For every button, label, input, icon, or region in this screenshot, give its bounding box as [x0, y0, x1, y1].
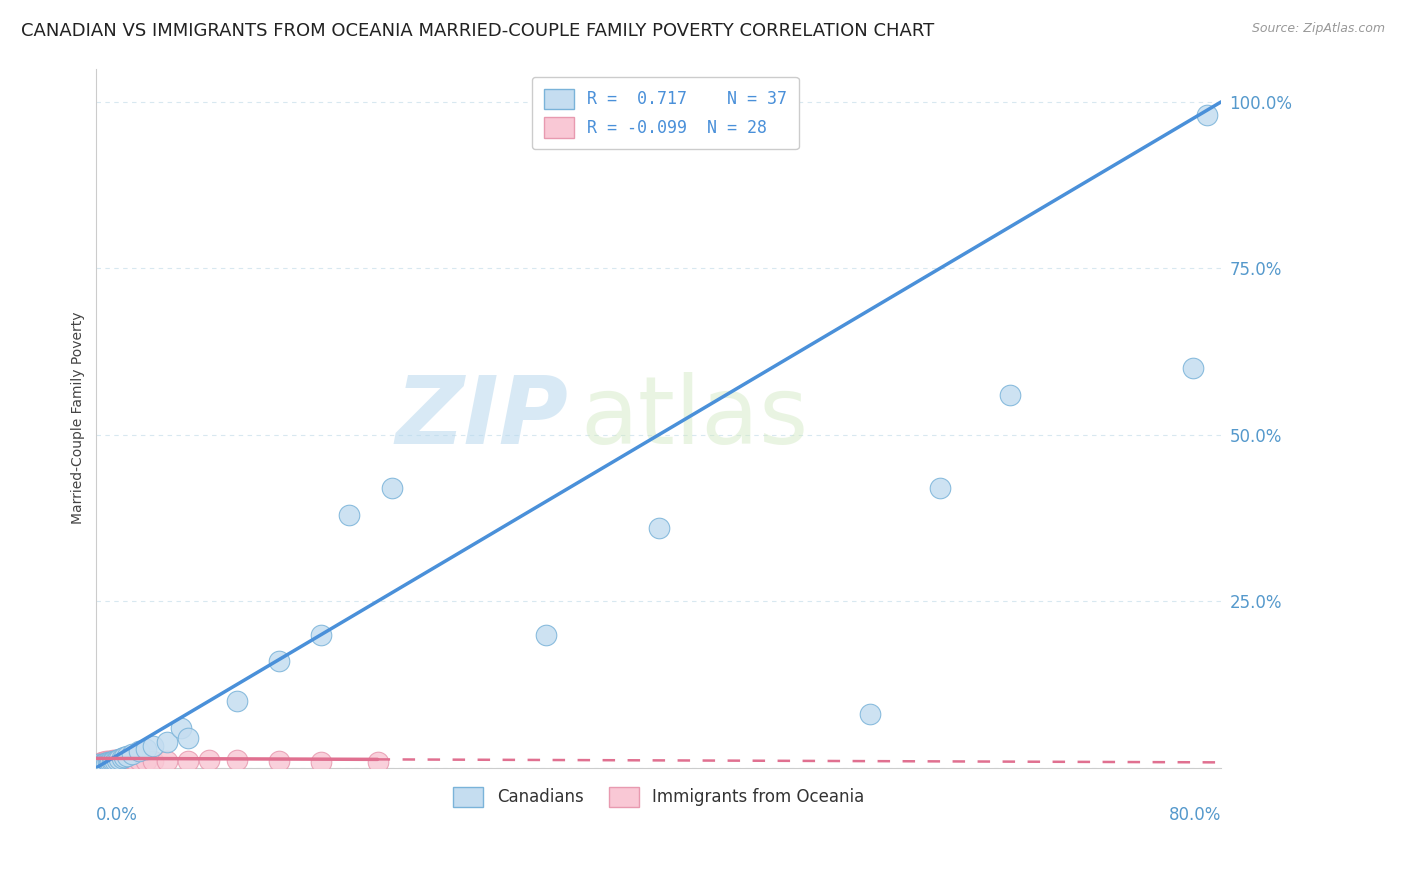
Point [1182, 361, 1205, 376]
Point [128, 753, 150, 767]
Point [648, 521, 671, 535]
Point [91, 757, 114, 772]
Y-axis label: Married-Couple Family Poverty: Married-Couple Family Poverty [72, 312, 86, 524]
Point [103, 753, 125, 767]
Point [367, 756, 389, 770]
Legend: Canadians, Immigrants from Oceania: Canadians, Immigrants from Oceania [446, 779, 873, 815]
Point [96, 754, 118, 768]
Text: ZIP: ZIP [396, 372, 569, 464]
Point [156, 735, 179, 749]
Point [87, 757, 110, 772]
Point [111, 750, 134, 764]
Point [311, 755, 333, 769]
Point [177, 754, 200, 768]
Point [114, 750, 136, 764]
Point [124, 753, 146, 767]
Point [156, 754, 179, 768]
Point [112, 752, 135, 766]
Point [107, 753, 129, 767]
Point [94, 755, 117, 769]
Point [90, 758, 112, 772]
Point [104, 754, 127, 768]
Point [100, 754, 122, 768]
Point [90, 756, 112, 770]
Point [96, 756, 118, 771]
Text: atlas: atlas [581, 372, 808, 464]
Point [117, 748, 139, 763]
Point [135, 754, 157, 768]
Point [311, 627, 333, 641]
Point [107, 753, 129, 767]
Point [381, 481, 404, 495]
Point [97, 756, 120, 770]
Point [142, 754, 165, 768]
Point [87, 757, 110, 772]
Point [98, 756, 121, 770]
Text: CANADIAN VS IMMIGRANTS FROM OCEANIA MARRIED-COUPLE FAMILY POVERTY CORRELATION CH: CANADIAN VS IMMIGRANTS FROM OCEANIA MARR… [21, 22, 935, 40]
Point [93, 756, 115, 770]
Point [115, 751, 138, 765]
Point [89, 758, 111, 772]
Point [100, 756, 122, 770]
Point [1000, 388, 1022, 402]
Point [135, 742, 157, 756]
Point [101, 755, 124, 769]
Point [1197, 108, 1219, 122]
Point [98, 755, 121, 769]
Text: 80.0%: 80.0% [1168, 806, 1222, 824]
Text: Source: ZipAtlas.com: Source: ZipAtlas.com [1251, 22, 1385, 36]
Point [104, 753, 127, 767]
Point [142, 739, 165, 754]
Point [177, 731, 200, 745]
Point [110, 752, 132, 766]
Point [536, 627, 558, 641]
Point [120, 751, 142, 765]
Point [198, 753, 221, 767]
Point [93, 756, 115, 771]
Point [859, 707, 882, 722]
Point [128, 744, 150, 758]
Point [94, 756, 117, 770]
Point [89, 756, 111, 771]
Text: 0.0%: 0.0% [97, 806, 138, 824]
Point [226, 753, 249, 767]
Point [91, 756, 114, 770]
Point [269, 754, 291, 768]
Point [121, 747, 143, 762]
Point [339, 508, 361, 522]
Point [929, 481, 952, 495]
Point [103, 754, 125, 768]
Point [226, 694, 249, 708]
Point [269, 654, 291, 668]
Point [97, 754, 120, 768]
Point [108, 752, 131, 766]
Point [170, 721, 193, 735]
